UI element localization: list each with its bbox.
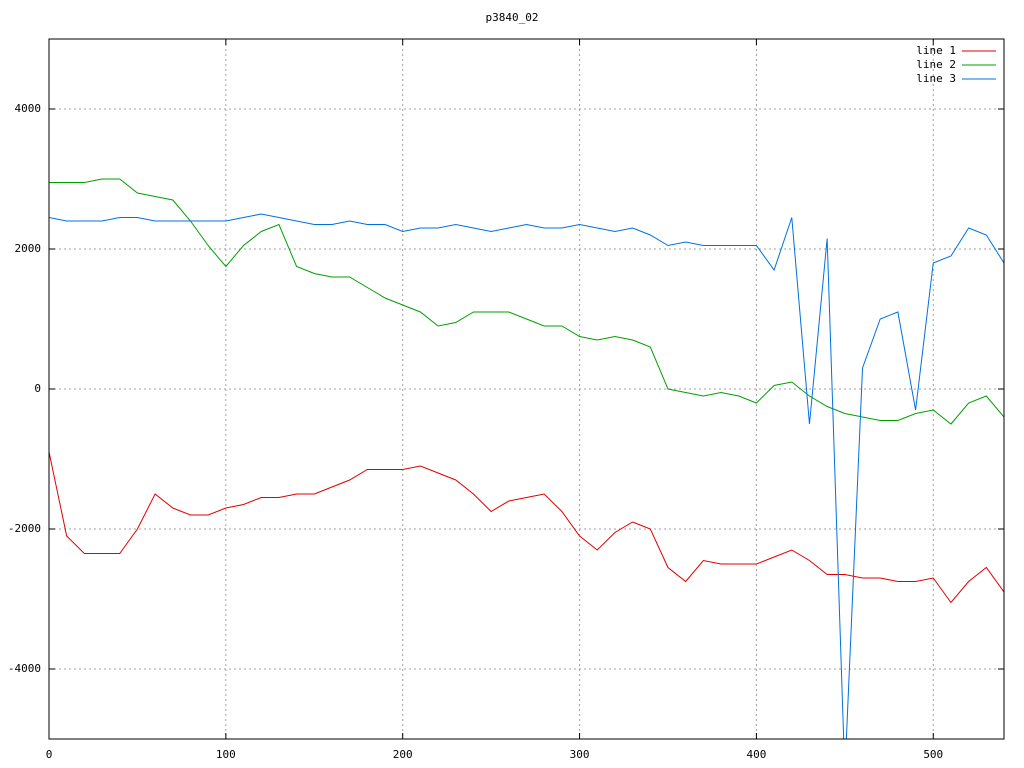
x-tick-label: 400 [746, 748, 766, 761]
data-line [49, 178, 1004, 425]
x-tick-label: 100 [216, 748, 236, 761]
plot-border [48, 38, 1005, 740]
plot-area [49, 178, 1004, 739]
y-tick-label: 0 [34, 382, 41, 395]
y-tick-label: -2000 [8, 522, 41, 535]
y-tick-label: 4000 [15, 102, 42, 115]
x-tick-label: 0 [46, 748, 53, 761]
chart-title: p3840_02 [486, 11, 539, 24]
data-line [49, 451, 1004, 604]
x-tick-label: 300 [570, 748, 590, 761]
data-line [49, 213, 1004, 739]
y-tick-label: -4000 [8, 662, 41, 675]
x-tick-label: 200 [393, 748, 413, 761]
legend-label: line 2 [916, 58, 956, 71]
y-tick-label: 2000 [15, 242, 42, 255]
legend-label: line 3 [916, 72, 956, 85]
x-tick-label: 500 [923, 748, 943, 761]
legend-label: line 1 [916, 44, 956, 57]
